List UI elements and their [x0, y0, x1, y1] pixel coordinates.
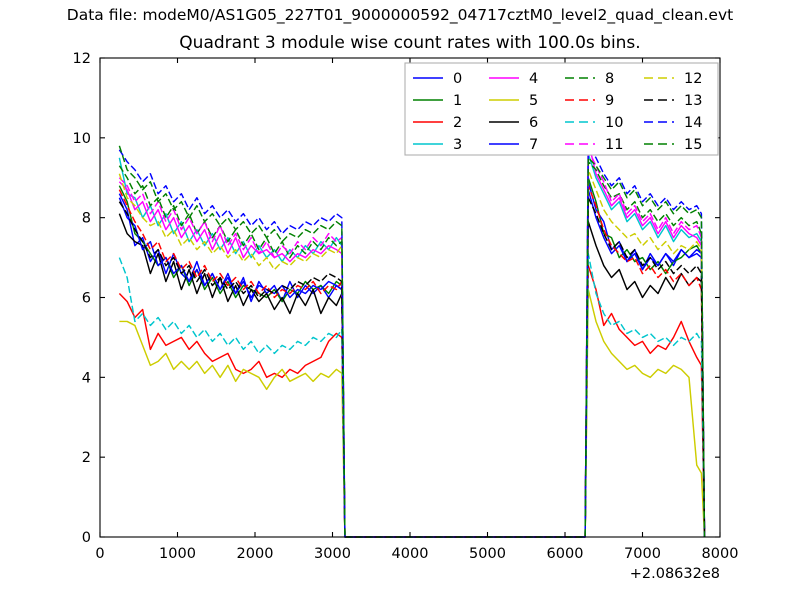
legend-label-9: 9	[605, 93, 614, 109]
x-tick-label: 6000	[547, 546, 584, 562]
series-line-4	[118, 141, 706, 538]
legend-label-2: 2	[453, 115, 462, 131]
series-line-15	[118, 145, 706, 538]
series-line-14	[118, 145, 706, 538]
x-tick-label: 1000	[159, 546, 196, 562]
x-tick-label: 8000	[702, 546, 739, 562]
y-tick-label: 4	[82, 370, 91, 386]
y-tick-label: 2	[82, 450, 91, 466]
x-tick-label: 0	[95, 546, 104, 562]
legend-label-13: 13	[684, 93, 702, 109]
y-tick-label: 10	[73, 131, 91, 147]
y-tick-label: 0	[82, 530, 91, 546]
legend-label-15: 15	[684, 137, 702, 153]
legend-label-10: 10	[605, 115, 623, 131]
y-tick-label: 8	[82, 211, 91, 227]
x-axis-offset-label: +2.08632e8	[630, 566, 720, 582]
legend-label-7: 7	[529, 137, 538, 153]
legend-label-11: 11	[605, 137, 623, 153]
series-line-13	[118, 196, 706, 538]
series-line-11	[118, 149, 706, 538]
y-tick-label: 12	[73, 51, 91, 67]
series-line-5	[119, 288, 706, 538]
x-tick-label: 4000	[392, 546, 429, 562]
legend-label-1: 1	[453, 93, 462, 109]
legend-label-12: 12	[684, 71, 702, 87]
series-line-12	[118, 169, 706, 538]
legend-label-4: 4	[529, 71, 538, 87]
legend-frame	[404, 62, 719, 156]
legend-label-0: 0	[453, 71, 462, 87]
y-tick-label: 6	[82, 291, 91, 307]
x-tick-label: 2000	[237, 546, 274, 562]
legend-label-14: 14	[684, 115, 702, 131]
x-tick-label: 7000	[624, 546, 661, 562]
data-series-group	[118, 141, 706, 538]
x-tick-label: 3000	[314, 546, 351, 562]
series-line-2	[118, 264, 706, 538]
legend-label-5: 5	[529, 93, 538, 109]
legend-label-6: 6	[529, 115, 538, 131]
figure-suptitle: Data file: modeM0/AS1G05_227T01_90000005…	[67, 6, 733, 25]
series-line-8	[118, 161, 706, 538]
series-line-10	[118, 252, 706, 538]
series-line-6	[118, 213, 706, 538]
chart-title: Quadrant 3 module wise count rates with …	[179, 33, 640, 53]
legend-label-3: 3	[453, 137, 462, 153]
x-axis-ticks: 0 1000 2000 3000 4000 5000 6000 7000 8000	[95, 58, 738, 562]
series-line-3	[118, 153, 706, 538]
x-tick-label: 5000	[469, 546, 506, 562]
series-line-9	[118, 185, 706, 538]
legend-label-8: 8	[605, 71, 614, 87]
